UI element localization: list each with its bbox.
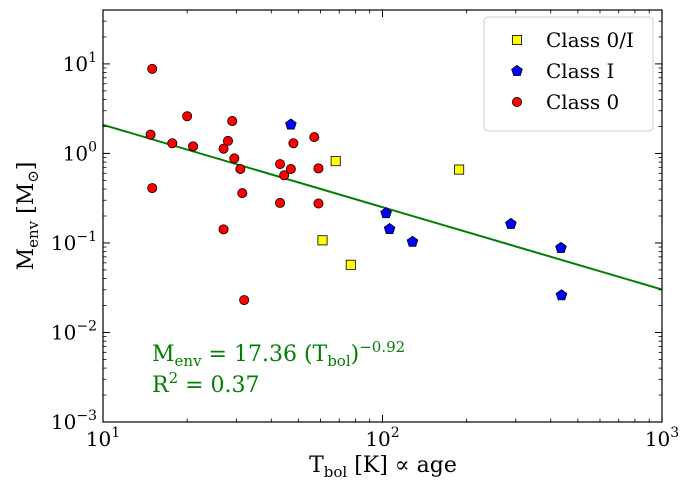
data-point (145, 129, 156, 140)
fit-line (103, 123, 662, 291)
legend-marker (512, 35, 523, 46)
data-point (182, 111, 193, 122)
data-point (239, 295, 250, 306)
y-tick-label: 10−3 (51, 408, 97, 434)
data-point (235, 163, 246, 174)
data-point (275, 159, 286, 170)
points-layer (145, 63, 568, 306)
data-point (229, 153, 240, 164)
data-point (505, 217, 517, 229)
data-point (279, 170, 290, 181)
legend-marker (512, 97, 523, 108)
data-point (345, 259, 356, 270)
data-point (288, 138, 299, 149)
data-point (227, 116, 238, 127)
data-point (313, 198, 324, 209)
data-point (285, 118, 297, 130)
x-axis-label: Tbol [K] ∝ age (309, 453, 457, 481)
data-point (147, 63, 158, 74)
data-point (383, 222, 396, 234)
data-point (167, 138, 178, 149)
legend-label: Class 0 (546, 90, 619, 114)
y-axis-label: Menv [M⊙] (14, 162, 42, 271)
fit-r-squared: R2 = 0.37 (152, 369, 260, 398)
data-point (317, 235, 328, 246)
data-point (555, 289, 568, 301)
legend-label: Class 0/I (546, 28, 634, 52)
data-point (380, 207, 392, 219)
data-point (222, 135, 233, 146)
legend-box (483, 16, 654, 132)
legend-label: Class I (546, 59, 614, 83)
data-point (285, 163, 296, 174)
data-point (275, 197, 286, 208)
legend-items: Class 0/I Class I Class 0 (511, 28, 634, 114)
data-point (555, 241, 567, 253)
data-point (454, 164, 465, 175)
data-point (147, 183, 158, 194)
y-tick-label: 100 (63, 139, 97, 165)
legend-marker (511, 64, 523, 76)
fit-equation: Menv = 17.36 (Tbol)−0.92 (152, 338, 405, 370)
data-point (188, 141, 199, 152)
data-point (406, 235, 419, 247)
fit-layer (103, 123, 662, 291)
y-tick-label: 101 (63, 50, 97, 76)
x-tick-label: 102 (365, 425, 399, 451)
data-point (313, 163, 324, 174)
data-point (309, 132, 320, 143)
x-tick-label: 103 (645, 425, 679, 451)
y-tick-label: 10−2 (51, 318, 97, 344)
plot-frame (102, 9, 663, 423)
x-tick-label: 101 (86, 425, 120, 451)
y-tick-label: 10−1 (51, 229, 97, 255)
data-point (218, 224, 229, 235)
data-point (330, 156, 341, 167)
legend: Class 0/I Class I Class 0 (483, 16, 654, 132)
ticks-layer: 101 102 103 10−3 10−2 10−1 100 101 (51, 10, 679, 451)
data-point (218, 143, 229, 154)
data-point (237, 188, 248, 199)
